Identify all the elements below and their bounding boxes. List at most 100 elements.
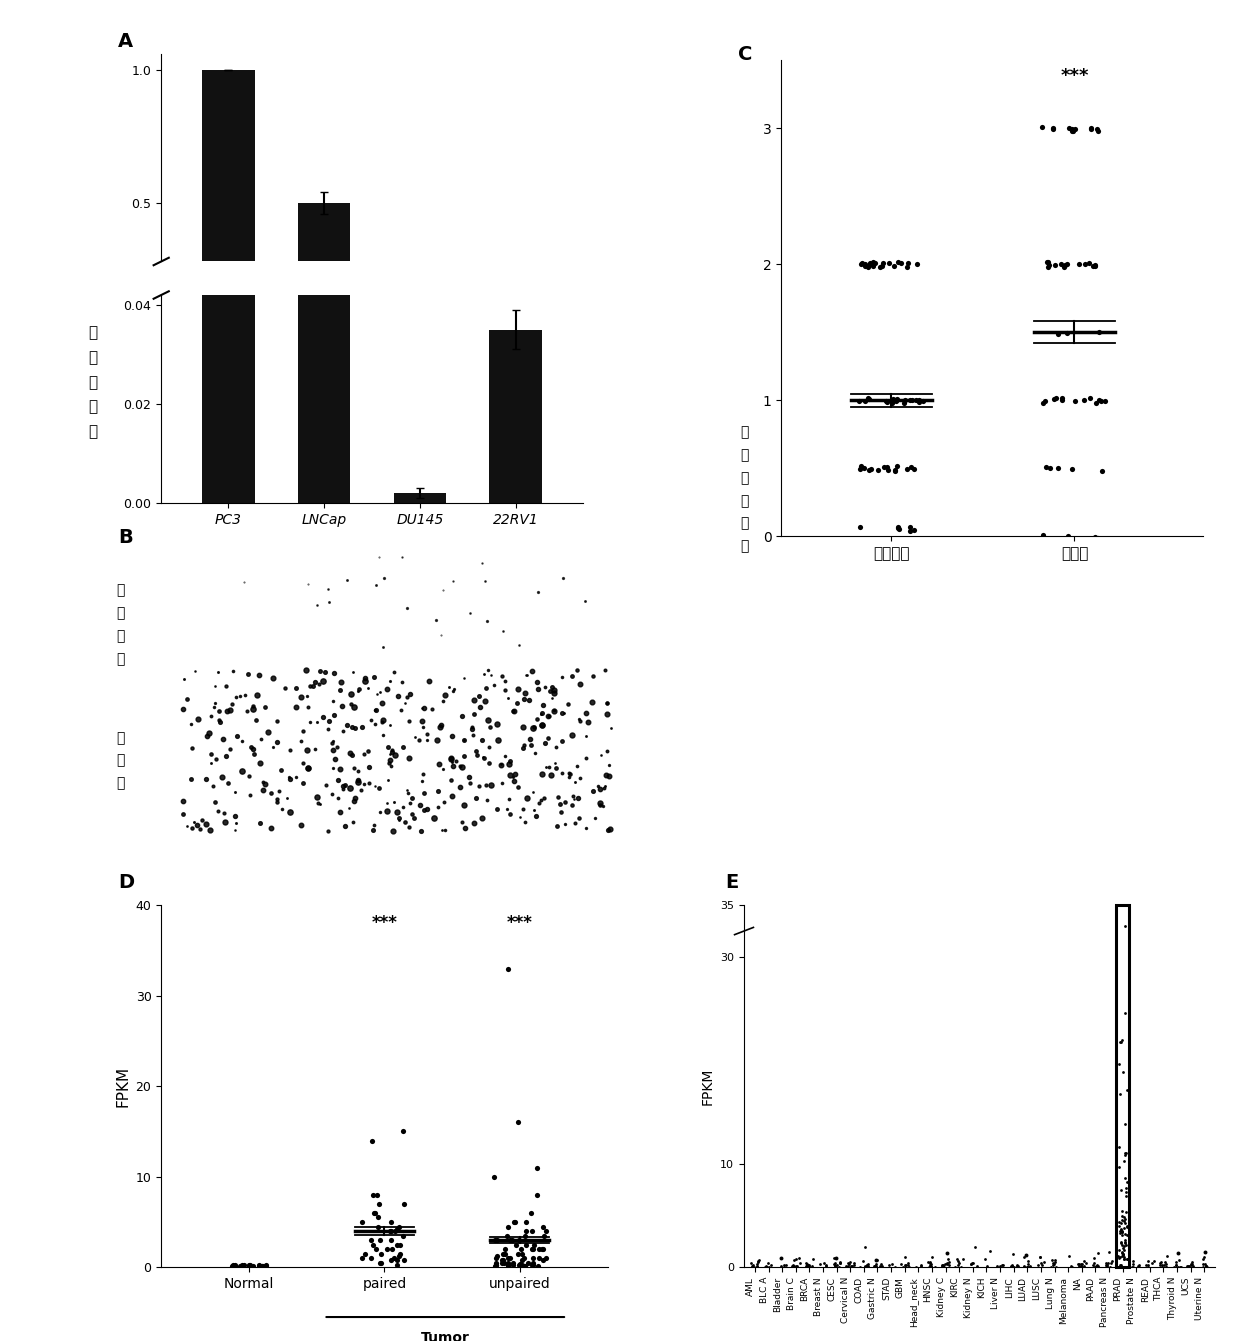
Point	[1014, 1257, 1034, 1278]
Point	[799, 1257, 818, 1278]
Point	[1156, 1254, 1176, 1275]
Point	[528, 1255, 548, 1277]
Point	[1071, 1257, 1091, 1278]
Point	[838, 1252, 858, 1274]
Point	[976, 1248, 996, 1270]
Point	[849, 516, 869, 538]
Point	[1195, 1254, 1215, 1275]
Point	[967, 1255, 987, 1277]
Point	[923, 1247, 942, 1269]
Point	[872, 1257, 892, 1278]
Point	[1111, 1031, 1131, 1053]
Point	[744, 1257, 764, 1278]
Point	[900, 390, 920, 412]
Point	[370, 1193, 389, 1215]
Point	[1109, 1240, 1128, 1262]
Point	[222, 1255, 242, 1277]
Point	[1114, 1218, 1133, 1239]
Point	[746, 1255, 766, 1277]
Point	[1083, 1255, 1102, 1277]
Point	[1068, 1252, 1087, 1274]
Point	[851, 456, 870, 477]
Point	[885, 460, 905, 481]
Point	[1111, 1231, 1131, 1252]
Point	[1111, 1255, 1131, 1277]
Point	[759, 1257, 779, 1278]
Point	[361, 1247, 381, 1269]
Point	[1043, 1252, 1063, 1274]
Point	[1115, 1223, 1135, 1244]
Point	[1114, 1239, 1133, 1261]
Point	[900, 520, 920, 542]
Point	[899, 1257, 919, 1278]
Point	[1045, 388, 1065, 409]
Point	[1038, 252, 1058, 274]
Point	[1114, 1244, 1133, 1266]
Point	[512, 1250, 532, 1271]
Point	[371, 1243, 391, 1265]
Point	[1152, 1254, 1172, 1275]
Point	[1045, 1250, 1065, 1271]
Point	[851, 1257, 870, 1278]
Point	[1089, 527, 1109, 548]
Point	[882, 392, 901, 413]
Point	[1016, 1244, 1035, 1266]
Point	[920, 1254, 940, 1275]
Text: ***: ***	[507, 913, 533, 932]
Point	[746, 1257, 766, 1278]
Point	[816, 1255, 836, 1277]
Point	[993, 1254, 1013, 1275]
Point	[492, 1250, 512, 1271]
Point	[511, 1255, 531, 1277]
Point	[1084, 255, 1104, 276]
Point	[1002, 1255, 1022, 1277]
Point	[495, 1243, 515, 1265]
Point	[1074, 390, 1094, 412]
Point	[379, 1220, 399, 1242]
Text: D: D	[118, 873, 134, 892]
Point	[1143, 1251, 1163, 1273]
Point	[1166, 1251, 1185, 1273]
Point	[937, 1252, 957, 1274]
Bar	[393, 493, 446, 503]
Point	[987, 1255, 1007, 1277]
Point	[947, 1248, 967, 1270]
Point	[885, 389, 905, 410]
Point	[1112, 1222, 1132, 1243]
Text: C: C	[738, 46, 753, 64]
Point	[1086, 1257, 1106, 1278]
Point	[387, 1250, 407, 1271]
Point	[864, 1255, 884, 1277]
Point	[1017, 1257, 1037, 1278]
Point	[901, 456, 921, 477]
Point	[854, 457, 874, 479]
Point	[370, 1230, 389, 1251]
Point	[870, 256, 890, 278]
Point	[920, 1257, 940, 1278]
Point	[935, 1252, 955, 1274]
Point	[842, 1255, 862, 1277]
Point	[1156, 1257, 1176, 1278]
Point	[1058, 253, 1078, 275]
Point	[252, 1255, 272, 1277]
Point	[782, 1255, 802, 1277]
Point	[888, 518, 908, 539]
Point	[937, 1242, 957, 1263]
Point	[1111, 1218, 1131, 1239]
Point	[1149, 1254, 1169, 1275]
Point	[1112, 1246, 1132, 1267]
Point	[825, 1254, 844, 1275]
Point	[921, 1257, 941, 1278]
Point	[1032, 1254, 1052, 1275]
Point	[825, 1247, 844, 1269]
Point	[1116, 1181, 1136, 1203]
Point	[1115, 1208, 1135, 1230]
Point	[1169, 1250, 1189, 1271]
Point	[231, 1255, 250, 1277]
Point	[1112, 1030, 1132, 1051]
Point	[485, 1255, 505, 1277]
Point	[498, 1247, 518, 1269]
Point	[1043, 118, 1063, 139]
Point	[1114, 1248, 1133, 1270]
Point	[1044, 1254, 1064, 1275]
